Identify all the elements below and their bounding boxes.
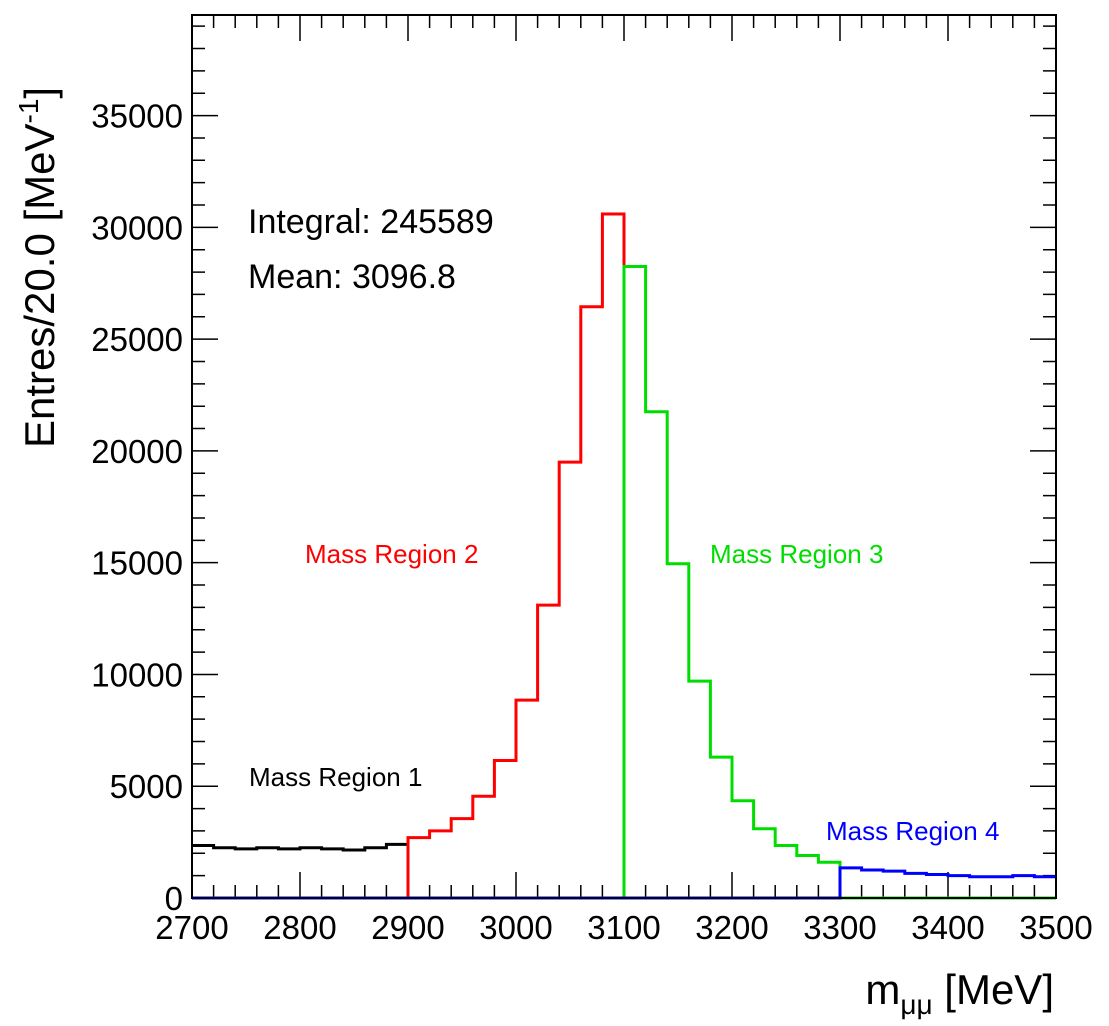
x-axis-title: mμμ [MeV] bbox=[865, 966, 1054, 1020]
mean-stat: Mean: 3096.8 bbox=[248, 258, 456, 296]
x-tick-label: 3200 bbox=[695, 909, 768, 946]
series-3-bin bbox=[732, 801, 754, 898]
y-axis-title: Entres/20.0 [MeV-1] bbox=[13, 87, 63, 448]
series-1-bin bbox=[278, 849, 300, 898]
series-4-bin bbox=[1013, 876, 1035, 898]
series-2-bin bbox=[494, 761, 516, 898]
series-1-bin bbox=[322, 849, 344, 898]
y-tick-label: 0 bbox=[165, 880, 183, 917]
series-1-bin bbox=[214, 848, 236, 898]
x-tick-label: 3100 bbox=[587, 909, 660, 946]
series-2-bin bbox=[516, 700, 538, 898]
y-tick-label: 5000 bbox=[110, 768, 183, 805]
series-1-bin bbox=[300, 848, 322, 898]
y-tick-label: 25000 bbox=[91, 321, 183, 358]
series-2-bin bbox=[430, 831, 452, 898]
series-2-bin bbox=[581, 307, 603, 898]
y-axis-title-superscript: -1 bbox=[13, 99, 44, 124]
y-tick-label: 20000 bbox=[91, 433, 183, 470]
series-3-bin bbox=[646, 412, 668, 898]
x-axis-title-main: m bbox=[865, 966, 900, 1013]
y-tick-label: 10000 bbox=[91, 656, 183, 693]
series-3-bin bbox=[710, 757, 732, 898]
y-axis-title-main: Entres/20.0 [MeV bbox=[16, 124, 63, 449]
series-4-bin bbox=[840, 868, 862, 898]
series-4-bin bbox=[970, 877, 992, 898]
y-tick-label: 30000 bbox=[91, 209, 183, 246]
x-axis-title-subscript: μμ bbox=[900, 989, 932, 1020]
series-1-bin bbox=[386, 844, 408, 898]
x-tick-label: 2700 bbox=[155, 909, 228, 946]
series-2-bin bbox=[559, 462, 581, 898]
region-label-1: Mass Region 1 bbox=[249, 762, 422, 792]
x-tick-label: 3000 bbox=[479, 909, 552, 946]
series-4-bin bbox=[948, 876, 970, 898]
series-3-bin bbox=[775, 845, 797, 898]
series-2-bin bbox=[602, 214, 624, 898]
series-1-bin bbox=[235, 849, 257, 898]
series-1-bin bbox=[257, 848, 279, 898]
x-tick-label: 3300 bbox=[803, 909, 876, 946]
series-3-bin bbox=[754, 829, 776, 898]
plot-frame bbox=[191, 14, 1057, 899]
series-4-bin bbox=[883, 871, 905, 898]
series-3-bin bbox=[624, 266, 646, 898]
series-4-bin bbox=[1034, 877, 1056, 898]
series-3-bin bbox=[797, 856, 819, 898]
tick-labels: 2700 2800 2900 3000 3100 3200 3300 3400 35000500… bbox=[91, 98, 1092, 946]
series-2-bin bbox=[451, 819, 473, 898]
x-axis-title-unit: [MeV] bbox=[933, 966, 1054, 1013]
series-2-bin bbox=[473, 796, 495, 898]
series-4-bin bbox=[991, 877, 1013, 898]
x-tick-label: 2900 bbox=[371, 909, 444, 946]
series-4-bin bbox=[862, 870, 884, 898]
y-tick-label: 15000 bbox=[91, 545, 183, 582]
series-3-bin bbox=[818, 862, 840, 898]
series-2-bin bbox=[538, 605, 560, 898]
x-tick-label: 3500 bbox=[1019, 909, 1092, 946]
series-2-bin bbox=[408, 838, 430, 898]
series-3-bin bbox=[689, 681, 711, 898]
y-tick-label: 35000 bbox=[91, 98, 183, 135]
y-axis-title-close: ] bbox=[16, 87, 63, 99]
series-1-bin bbox=[192, 845, 214, 898]
series-1-bin bbox=[343, 850, 365, 898]
region-label-4: Mass Region 4 bbox=[826, 816, 999, 846]
series-4-bin bbox=[905, 873, 927, 898]
x-tick-label: 3400 bbox=[911, 909, 984, 946]
region-label-3: Mass Region 3 bbox=[710, 539, 883, 569]
series-3-bin bbox=[667, 564, 689, 898]
x-tick-label: 2800 bbox=[263, 909, 336, 946]
series-4-bin bbox=[926, 875, 948, 898]
series-1-bin bbox=[365, 848, 387, 898]
region-label-2: Mass Region 2 bbox=[305, 539, 478, 569]
integral-stat: Integral: 245589 bbox=[248, 203, 494, 241]
